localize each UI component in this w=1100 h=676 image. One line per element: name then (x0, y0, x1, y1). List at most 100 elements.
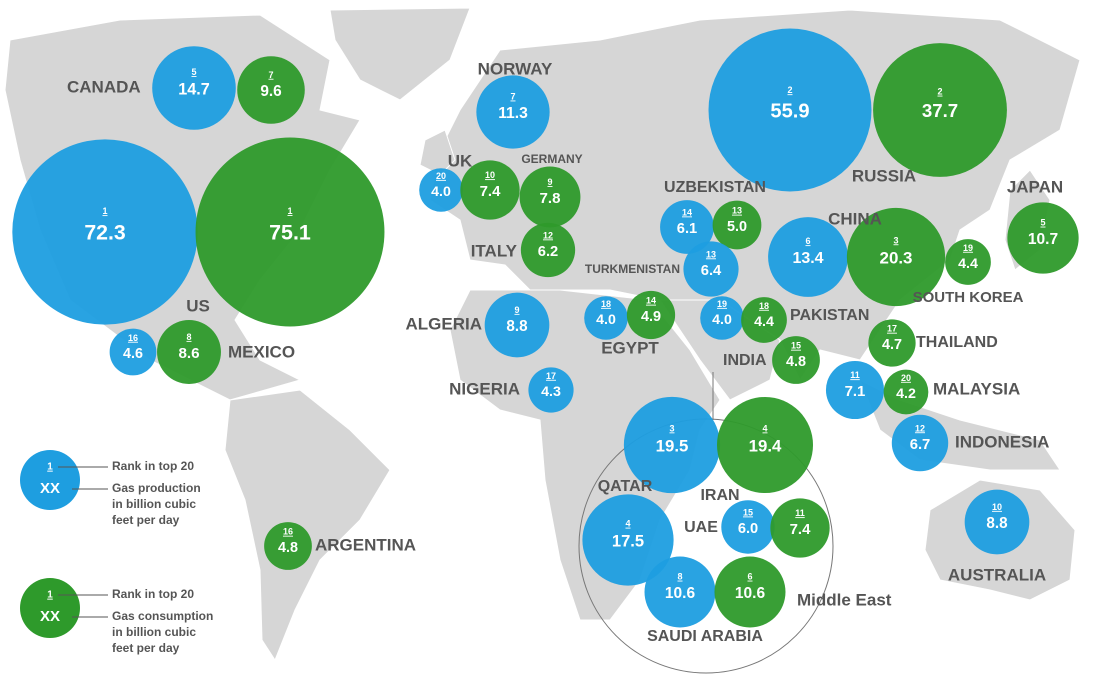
bubble-circle (945, 239, 991, 285)
bubble: 144.9 (626, 290, 676, 340)
legend-note: in billion cubic (112, 497, 196, 511)
bubble-circle (714, 556, 786, 628)
rank-label: 11 (795, 508, 805, 518)
value-label: 14.7 (178, 80, 209, 98)
rank-label: 1 (102, 206, 107, 216)
bubble-circle (883, 369, 929, 415)
bubble: 117.4 (770, 498, 830, 558)
value-label: 20.3 (880, 248, 913, 267)
rank-label: 11 (850, 370, 860, 380)
value-label: 8.8 (506, 318, 527, 335)
bubble-circle (626, 290, 676, 340)
rank-label: 20 (436, 171, 446, 181)
country-label: NORWAY (478, 59, 553, 78)
rank-label: 19 (963, 243, 973, 253)
value-label: 10.7 (1028, 231, 1058, 248)
bubble: 514.7 (152, 46, 236, 130)
bubble: 174.3 (528, 367, 574, 413)
value-label: 17.5 (612, 531, 644, 550)
bubble-circle (157, 320, 221, 384)
value-label: 4.6 (123, 346, 143, 362)
bubble-circle (109, 328, 157, 376)
legend-note: Gas production (112, 481, 201, 495)
bubble-circle (712, 200, 762, 250)
legend-note: feet per day (112, 641, 180, 655)
bubble: 156.0 (721, 500, 775, 554)
bubble: 194.4 (945, 239, 991, 285)
bubble-circle (520, 222, 576, 278)
value-label: 75.1 (269, 221, 311, 245)
country-label: UZBEKISTAN (664, 179, 766, 196)
value-label: 11.3 (498, 105, 528, 122)
country-label: INDONESIA (955, 432, 1049, 451)
country-label: MALAYSIA (933, 379, 1020, 398)
value-label: 6.2 (538, 244, 558, 260)
value-label: 4.0 (431, 184, 451, 200)
value-label: 4.9 (641, 309, 661, 325)
country-label: UAE (684, 519, 718, 536)
rank-label: 14 (646, 296, 656, 306)
bubble-circle (868, 319, 916, 367)
bubble-circle (964, 489, 1030, 555)
value-label: 4.4 (958, 256, 978, 272)
rank-label: 17 (546, 371, 556, 381)
bubble-circle (825, 360, 885, 420)
bubble-circle (741, 297, 787, 343)
rank-label: 16 (283, 527, 293, 537)
bubble: 711.3 (476, 75, 550, 149)
value-label: 37.7 (922, 100, 958, 121)
rank-label: 12 (915, 423, 925, 433)
value-label: 6.7 (910, 437, 931, 453)
rank-label: 7 (510, 91, 515, 101)
bubble-circle (716, 396, 814, 494)
legend-note: feet per day (112, 513, 180, 527)
bubble: 126.7 (891, 414, 949, 472)
legend-symbol: XX (40, 608, 60, 625)
rank-label: 4 (762, 423, 767, 433)
bubble: 164.8 (264, 522, 312, 570)
bubble-circle (660, 200, 714, 254)
bubble-circle (519, 166, 581, 228)
bubble-circle (237, 56, 305, 124)
bubble-circle (700, 296, 744, 340)
bubble: 510.7 (1007, 202, 1079, 274)
value-label: 7.1 (845, 384, 866, 400)
country-label: JAPAN (1007, 177, 1063, 196)
bubble: 135.0 (712, 200, 762, 250)
country-label: TURKMENISTAN (585, 262, 680, 276)
country-label: US (186, 296, 210, 315)
greenland (329, 7, 471, 101)
rank-label: 20 (901, 373, 911, 383)
value-label: 6.1 (677, 221, 697, 237)
value-label: 10.6 (735, 585, 766, 602)
country-label: AUSTRALIA (948, 565, 1046, 584)
bubble: 98.8 (484, 292, 550, 358)
rank-label: 3 (893, 235, 898, 245)
value-label: 4.0 (712, 312, 732, 328)
value-label: 4.0 (596, 312, 616, 328)
bubble: 175.1 (195, 137, 385, 327)
country-label: RUSSIA (852, 166, 916, 185)
bubble: 255.9 (708, 28, 872, 192)
country-label: ARGENTINA (315, 535, 416, 554)
bubble-circle (584, 296, 628, 340)
country-label: GERMANY (521, 152, 582, 166)
value-label: 4.8 (278, 540, 298, 556)
rank-label: 15 (791, 341, 801, 351)
value-label: 4.2 (896, 386, 916, 402)
region-label: Middle East (797, 590, 892, 609)
country-label: INDIA (723, 352, 767, 369)
rank-label: 6 (747, 572, 752, 582)
bubble: 117.1 (825, 360, 885, 420)
legend-circle (20, 578, 80, 638)
rank-label: 5 (191, 67, 196, 77)
legend-rank: 1 (47, 590, 53, 601)
rank-label: 12 (543, 230, 553, 240)
bubble: 146.1 (660, 200, 714, 254)
rank-label: 19 (717, 299, 727, 309)
value-label: 72.3 (84, 221, 126, 245)
bubble: 79.6 (237, 56, 305, 124)
bubble-circle (891, 414, 949, 472)
value-label: 7.4 (480, 183, 501, 200)
legend-circle (20, 450, 80, 510)
